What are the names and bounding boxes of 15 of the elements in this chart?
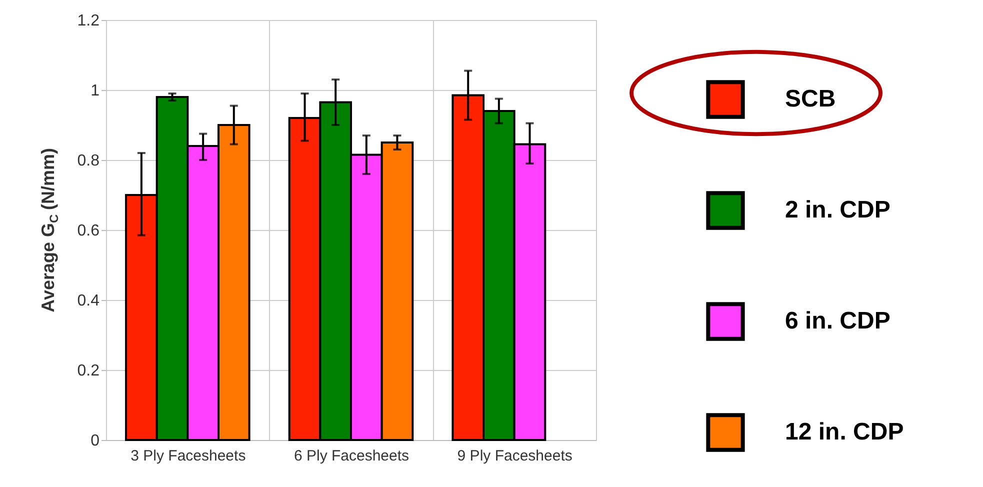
legend-label: 2 in. CDP (785, 196, 890, 224)
y-tick-label: 0.2 (77, 362, 100, 380)
y-axis-title: Average GC (N/mm) (38, 148, 61, 312)
legend-label: 6 in. CDP (785, 308, 890, 334)
x-tick-label: 6 Ply Facesheets (294, 448, 410, 464)
y-tick-label: 1 (90, 82, 100, 100)
y-tick-label: 0.8 (77, 152, 100, 170)
x-tick-label: 9 Ply Facesheets (457, 448, 572, 464)
legend-label: SCB (785, 86, 836, 112)
y-tick-label: 1.2 (77, 12, 100, 30)
y-tick-label: 0.4 (77, 292, 100, 310)
legend-label: 12 in. CDP (785, 418, 904, 446)
y-tick-label: 0.6 (77, 222, 100, 240)
x-tick-label: 3 Ply Facesheets (130, 448, 246, 464)
y-tick-label: 0 (90, 432, 100, 450)
